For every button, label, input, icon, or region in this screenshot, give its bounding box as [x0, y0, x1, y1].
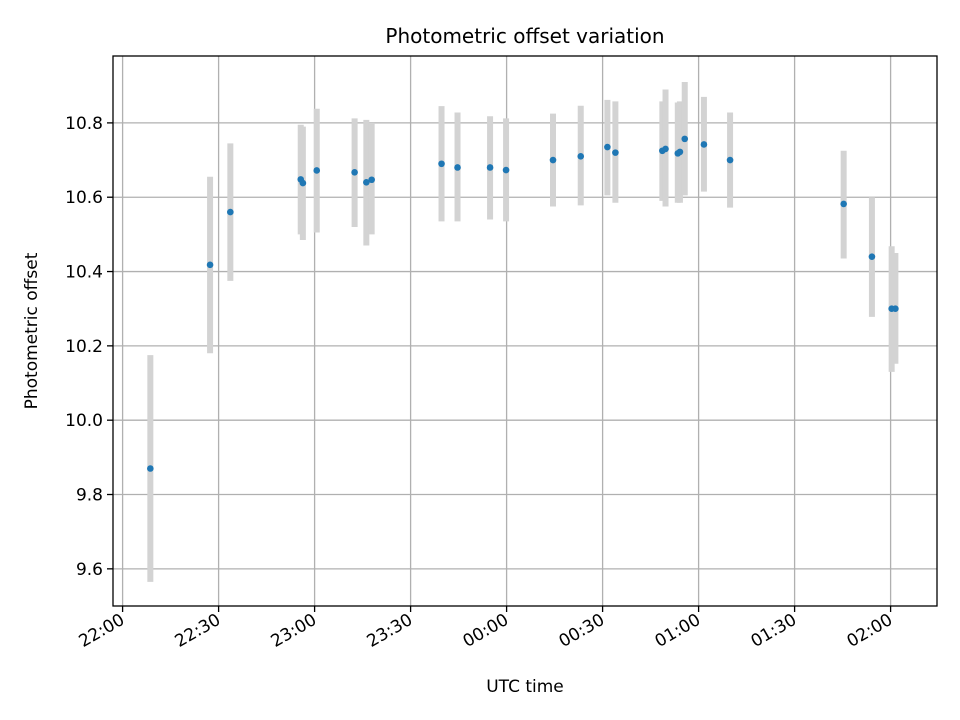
- data-point: [681, 135, 689, 143]
- data-point: [676, 148, 684, 156]
- x-tick-label: 22:30: [172, 610, 224, 652]
- y-tick-label: 9.8: [76, 486, 103, 506]
- x-tick-label: 23:30: [364, 610, 416, 652]
- data-point: [454, 164, 461, 171]
- x-tick-label: 00:30: [556, 610, 608, 652]
- y-axis-ticks: 9.6 9.8 10.0 10.2 10.4 10.6 10.8: [65, 114, 113, 580]
- x-tick-label: 23:00: [268, 610, 320, 652]
- data-point: [227, 208, 234, 216]
- data-point: [363, 179, 370, 186]
- error-bars: [147, 82, 899, 582]
- y-axis-label: Photometric offset: [22, 252, 42, 409]
- data-point: [147, 465, 154, 472]
- x-tick-label: 22:00: [76, 610, 128, 652]
- y-tick-label: 10.6: [65, 188, 103, 208]
- x-tick-label: 00:00: [460, 610, 512, 652]
- data-point: [502, 166, 510, 174]
- data-point: [604, 143, 611, 151]
- data-point: [549, 156, 557, 164]
- data-point: [577, 153, 585, 160]
- data-point: [892, 305, 899, 313]
- data-points: [147, 135, 899, 472]
- x-tick-label: 02:00: [844, 610, 896, 652]
- x-axis-ticks: 22:00 22:30 23:00 23:30 00:00 00:30 01:00 01:30…: [76, 606, 896, 652]
- y-tick-label: 10.0: [65, 411, 103, 431]
- data-point: [206, 261, 214, 269]
- data-point: [351, 169, 358, 176]
- data-point: [700, 141, 708, 148]
- data-point: [662, 145, 669, 153]
- data-point: [726, 156, 734, 164]
- data-point: [868, 253, 876, 260]
- chart-title: Photometric offset variation: [385, 24, 664, 48]
- x-tick-label: 01:00: [652, 610, 704, 652]
- data-point: [438, 160, 445, 168]
- data-point: [299, 179, 307, 187]
- data-point: [368, 176, 375, 184]
- y-tick-label: 10.8: [65, 114, 103, 134]
- data-point: [612, 149, 619, 156]
- x-tick-label: 01:30: [748, 610, 800, 652]
- plot-frame: [112, 55, 938, 607]
- y-tick-label: 10.2: [65, 337, 103, 357]
- grid: [113, 56, 937, 606]
- data-point: [840, 200, 847, 208]
- y-tick-label: 9.6: [76, 560, 103, 580]
- x-axis-label: UTC time: [486, 677, 564, 697]
- data-point: [313, 167, 321, 174]
- y-tick-label: 10.4: [65, 263, 103, 283]
- data-point: [486, 164, 494, 171]
